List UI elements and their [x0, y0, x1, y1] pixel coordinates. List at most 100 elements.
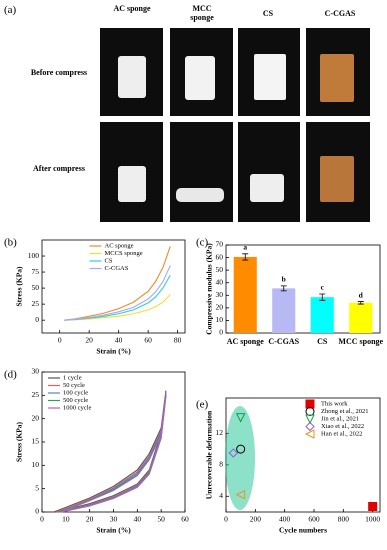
- point: [235, 489, 246, 500]
- y-tick-label: 25: [32, 299, 40, 308]
- panel-label: (e): [196, 399, 209, 411]
- line: [64, 275, 171, 321]
- x-tick-label: 40: [115, 336, 123, 345]
- y-tick-label: 60: [216, 252, 224, 261]
- y-axis-label: Compressive modulus (KPa): [205, 243, 214, 335]
- photo: [170, 122, 233, 222]
- x-tick-label: 20: [85, 336, 93, 345]
- x-tick-label: 1000: [365, 515, 380, 524]
- error-bar: [280, 285, 287, 292]
- legend-label: This work: [321, 400, 348, 407]
- y-tick-label: 50: [216, 265, 224, 274]
- line: [64, 265, 171, 321]
- panel-label: (b): [4, 237, 17, 249]
- x-tick-label: C-CGAS: [268, 337, 299, 346]
- legend-label: Jin et al., 2021: [321, 415, 359, 422]
- legend-label: Han et al., 2022: [321, 430, 362, 437]
- y-tick-label: 20: [32, 413, 40, 422]
- y-tick-label: 20: [216, 303, 224, 312]
- photo: [306, 28, 370, 116]
- column-label: AC sponge: [113, 4, 151, 13]
- legend-label: 100 cycle: [63, 389, 88, 396]
- legend-marker: [305, 399, 315, 409]
- plot-frame: [41, 239, 186, 334]
- y-tick-label: 10: [216, 315, 224, 324]
- photo: [238, 122, 300, 222]
- panel-label: (c): [196, 237, 209, 249]
- x-tick-label: 60: [144, 336, 152, 345]
- y-tick-label: 100: [28, 251, 40, 260]
- y-tick-label: 0: [35, 315, 39, 324]
- column-label: CS: [262, 9, 274, 18]
- x-tick-label: 0: [40, 515, 44, 524]
- x-axis-label: Cycle numbers: [279, 526, 327, 535]
- y-axis-label: Stress (KPa): [15, 266, 24, 307]
- y-axis-label: Stress (KPa): [15, 421, 24, 462]
- point: [235, 413, 246, 423]
- legend-label: Zhong et al., 2021: [321, 408, 368, 415]
- row-label: Before compress: [30, 68, 88, 77]
- x-tick-label: 40: [134, 515, 142, 524]
- legend-label: 500 cycle: [63, 397, 88, 404]
- line: [60, 396, 167, 513]
- point: [228, 448, 239, 458]
- x-tick-label: MCC sponge: [338, 337, 383, 346]
- bar: [349, 302, 373, 333]
- legend-marker: [305, 414, 315, 425]
- legend-label: MCCS sponge: [105, 250, 143, 257]
- y-tick-label: 8: [219, 460, 223, 469]
- legend-label: 50 cycle: [63, 382, 85, 389]
- error-bar: [319, 293, 326, 301]
- annotation: b: [282, 275, 286, 284]
- y-tick-label: 30: [32, 367, 40, 376]
- x-tick-label: 0: [224, 515, 228, 524]
- y-tick-label: 70: [216, 240, 224, 249]
- x-axis-label: Strain (%): [96, 526, 131, 535]
- y-tick-label: 0: [219, 328, 223, 337]
- legend-marker: [304, 429, 315, 439]
- x-tick-label: 20: [86, 515, 94, 524]
- y-tick-label: 75: [32, 267, 40, 276]
- bar: [310, 297, 334, 333]
- legend-label: 1000 cycle: [63, 404, 91, 411]
- error-bar: [242, 253, 249, 261]
- photo: [238, 28, 300, 116]
- error-bar: [357, 301, 364, 305]
- y-tick-label: 12: [216, 428, 224, 437]
- y-tick-label: 30: [216, 290, 224, 299]
- y-tick-label: 40: [216, 277, 224, 286]
- legend-label: 1 cycle: [63, 374, 82, 381]
- x-tick-label: 80: [174, 336, 182, 345]
- point: [368, 501, 378, 511]
- y-tick-label: 10: [32, 460, 40, 469]
- y-tick-label: 25: [32, 390, 40, 399]
- line: [56, 392, 167, 513]
- y-tick-label: 4: [219, 491, 223, 500]
- annotation: d: [359, 290, 364, 299]
- highlight-region: [225, 406, 255, 510]
- y-tick-label: 5: [35, 483, 39, 492]
- legend-label: AC sponge: [105, 242, 134, 249]
- panel-label: (d): [4, 369, 17, 381]
- x-tick-label: 800: [338, 515, 350, 524]
- line: [53, 390, 167, 513]
- x-tick-label: 0: [58, 336, 62, 345]
- legend-marker: [305, 421, 315, 432]
- x-tick-label: AC sponge: [227, 337, 265, 346]
- photo: [100, 28, 163, 116]
- line: [64, 246, 171, 321]
- point: [236, 444, 246, 454]
- y-axis-label: Unrecoverable deformation: [205, 410, 214, 499]
- photo: [170, 28, 233, 116]
- x-tick-label: CS: [317, 337, 328, 346]
- legend-label: CS: [105, 257, 113, 264]
- photo: [306, 122, 370, 222]
- annotation: c: [321, 283, 325, 292]
- legend-label: Xiao et al., 2022: [321, 423, 364, 430]
- panel-label: (a): [4, 4, 17, 16]
- x-tick-label: 50: [157, 515, 165, 524]
- bar: [233, 256, 257, 333]
- x-tick-label: 60: [181, 515, 189, 524]
